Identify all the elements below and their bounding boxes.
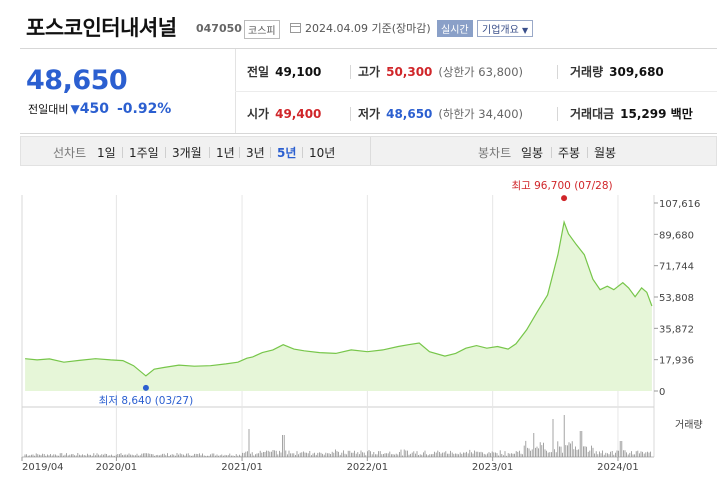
- volume-cell: 거래량 309,680: [570, 63, 664, 80]
- date-label: 2024.04.09 기준(장마감): [305, 22, 431, 35]
- x-tick-label: 2019/04: [22, 462, 64, 473]
- y-tick-label: 53,808: [659, 293, 694, 304]
- date-info: 2024.04.09 기준(장마감): [290, 20, 431, 36]
- current-price-box: 48,650 전일대비 ▼ 450 -0.92%: [20, 49, 236, 133]
- max-point-marker: [561, 195, 568, 202]
- divider: [350, 107, 351, 121]
- amount-cell: 거래대금 15,299 백만: [570, 105, 693, 122]
- candle-monthly[interactable]: 월봉: [594, 146, 617, 160]
- price-area: [25, 222, 652, 391]
- calendar-icon: [290, 23, 301, 33]
- market-badge: 코스피: [244, 20, 280, 39]
- low-label: 저가: [358, 107, 381, 121]
- high-label: 고가: [358, 65, 381, 79]
- x-axis-labels: 2019/04 2020/01 2021/01 2022/01 2023/01 2024/…: [22, 462, 639, 473]
- divider: [551, 147, 552, 158]
- amount-label: 거래대금: [570, 107, 615, 121]
- amount-value: 15,299 백만: [620, 107, 693, 121]
- lower-limit: (하한가 34,400): [438, 107, 524, 121]
- y-tick-label: 107,616: [659, 199, 700, 210]
- price-change: 전일대비 ▼ 450 -0.92%: [28, 101, 171, 117]
- down-triangle-icon: ▼: [70, 102, 80, 116]
- y-tick-label: 71,744: [659, 262, 694, 273]
- x-tick-label: 2022/01: [347, 462, 389, 473]
- quote-panel: 48,650 전일대비 ▼ 450 -0.92% 전일 49,100 고가 50…: [20, 48, 717, 134]
- divider: [239, 147, 240, 158]
- chevron-down-icon: ▼: [522, 26, 529, 35]
- line-chart-label[interactable]: 선차트: [53, 146, 87, 160]
- stock-code: 047050: [196, 22, 242, 35]
- open-label: 시가: [247, 107, 270, 121]
- stock-name: 포스코인터내셔널: [26, 16, 177, 40]
- row-divider: [235, 91, 717, 92]
- upper-limit: (상한가 63,800): [438, 65, 524, 79]
- change-value: 450: [79, 101, 109, 117]
- stock-header: 포스코인터내셔널 047050 코스피 2024.04.09 기준(장마감) 실…: [0, 0, 717, 44]
- realtime-button[interactable]: 실시간: [437, 20, 473, 37]
- price-line: [25, 219, 653, 377]
- x-tick-label: 2024/01: [597, 462, 639, 473]
- volume-label: 거래량: [675, 419, 703, 431]
- x-tick-label: 2020/01: [96, 462, 138, 473]
- divider: [270, 147, 271, 158]
- low-cell: 저가 48,650 (하한가 34,400): [358, 105, 523, 122]
- current-price: 48,650: [26, 65, 128, 96]
- divider: [122, 147, 123, 158]
- volume-value: 309,680: [609, 65, 664, 79]
- change-percent: -0.92%: [116, 101, 172, 117]
- toolbar-split: [370, 137, 371, 165]
- volume-label: 거래량: [570, 65, 604, 79]
- divider: [302, 147, 303, 158]
- period-10y[interactable]: 10년: [309, 146, 336, 160]
- min-label: 최저 8,640 (03/27): [99, 395, 194, 407]
- divider: [587, 147, 588, 158]
- y-tick-label: 17,936: [659, 356, 694, 367]
- high-cell: 고가 50,300 (상한가 63,800): [358, 63, 523, 80]
- divider: [165, 147, 166, 158]
- period-3m[interactable]: 3개월: [172, 146, 202, 160]
- period-5y[interactable]: 5년: [277, 146, 297, 160]
- candle-weekly[interactable]: 주봉: [558, 146, 581, 160]
- open-cell: 시가 49,400: [247, 105, 321, 122]
- open-value: 49,400: [275, 107, 322, 121]
- divider: [209, 147, 210, 158]
- low-value: 48,650: [386, 107, 433, 121]
- min-point-marker: [142, 384, 149, 391]
- company-info-label: 기업개요: [482, 25, 519, 36]
- period-1y[interactable]: 1년: [216, 146, 235, 160]
- max-label: 최고 96,700 (07/28): [511, 180, 612, 192]
- company-info-button[interactable]: 기업개요 ▼: [477, 20, 534, 37]
- candle-chart-label[interactable]: 봉차트: [478, 146, 512, 160]
- period-3y[interactable]: 3년: [246, 146, 265, 160]
- period-1d[interactable]: 1일: [97, 146, 116, 160]
- prev-close-label: 전일: [247, 65, 270, 79]
- volume-bars: [24, 415, 651, 457]
- y-tick-label: 89,680: [659, 230, 694, 241]
- divider: [350, 65, 351, 79]
- x-tick-label: 2023/01: [472, 462, 514, 473]
- prev-close-cell: 전일 49,100: [247, 63, 321, 80]
- prev-close-value: 49,100: [275, 65, 322, 79]
- y-axis-labels: 107,616 89,680 71,744 53,808 35,872 17,936 0: [659, 199, 700, 398]
- change-label: 전일대비: [28, 103, 69, 116]
- divider: [557, 65, 558, 79]
- divider: [557, 107, 558, 121]
- x-tick-label: 2021/01: [221, 462, 263, 473]
- high-value: 50,300: [386, 65, 433, 79]
- candle-daily[interactable]: 일봉: [521, 146, 544, 160]
- y-tick-label: 35,872: [659, 324, 694, 335]
- y-tick-label: 0: [659, 387, 665, 398]
- chart-toolbar: 선차트 1일 1주일 3개월 1년 3년 5년 10년 봉차트 일봉 주봉 월봉: [20, 136, 717, 166]
- period-1w[interactable]: 1주일: [129, 146, 159, 160]
